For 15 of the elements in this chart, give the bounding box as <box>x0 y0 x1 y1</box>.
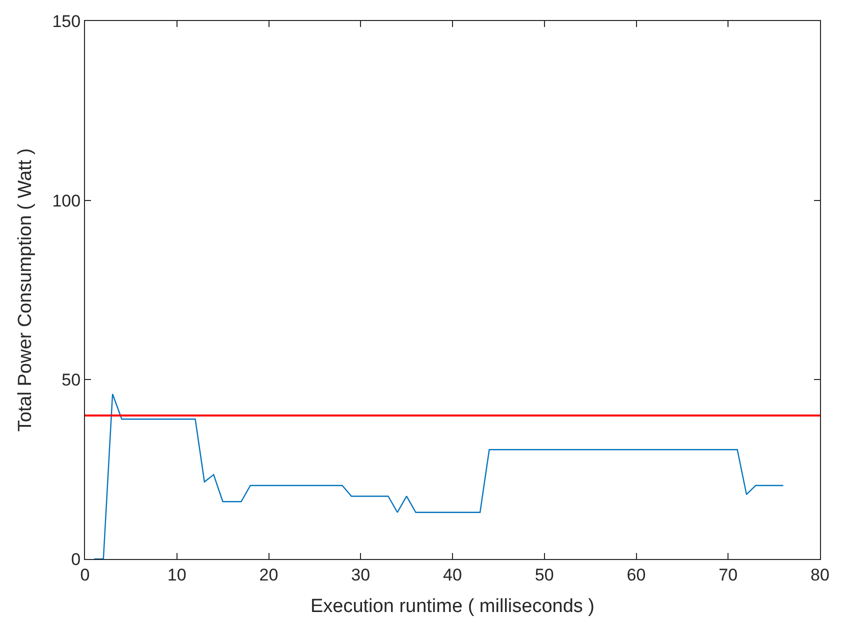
x-tick-label: 70 <box>718 565 738 584</box>
x-tick-label: 50 <box>534 565 554 584</box>
y-tick-label: 100 <box>52 191 81 210</box>
x-tick-label: 60 <box>626 565 646 584</box>
y-tick-label: 0 <box>71 550 81 569</box>
x-tick-label: 20 <box>259 565 278 584</box>
x-tick-label: 10 <box>167 565 186 584</box>
y-tick-label: 50 <box>62 370 81 390</box>
line-series <box>94 393 784 559</box>
y-tick-label: 150 <box>52 12 81 31</box>
x-tick-label: 40 <box>443 565 462 584</box>
x-tick-label: 30 <box>351 565 370 584</box>
y-axis-title: Total Power Consumption ( Watt ) <box>15 148 36 432</box>
x-tick-label: 80 <box>810 565 830 584</box>
x-axis-title: Execution runtime ( milliseconds ) <box>310 596 595 618</box>
